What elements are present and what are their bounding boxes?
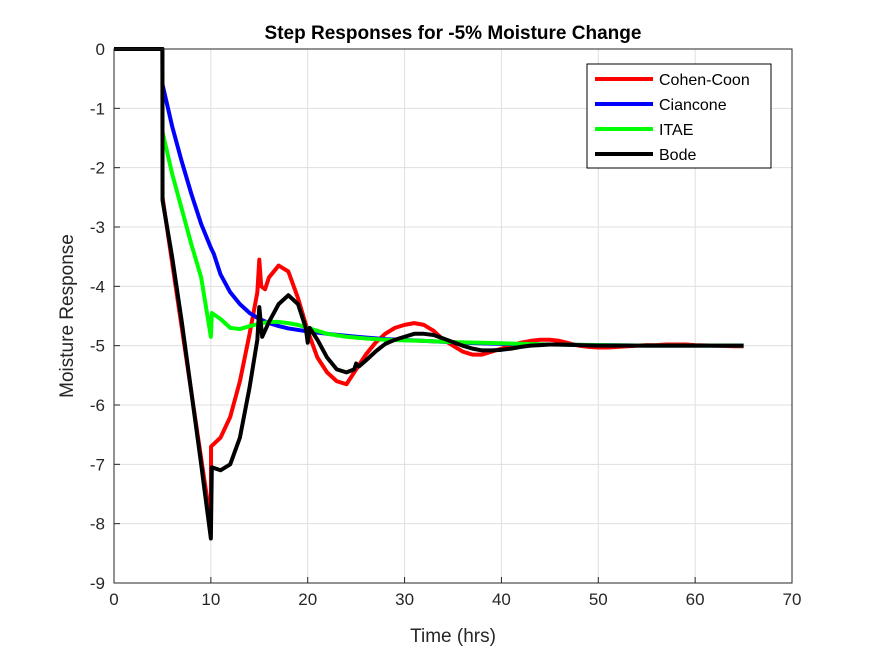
legend-label-cohen-coon: Cohen-Coon bbox=[659, 72, 750, 89]
y-axis-title: Moisture Response bbox=[57, 234, 78, 398]
legend: Cohen-Coon Ciancone ITAE Bode bbox=[586, 63, 772, 169]
y-tick-label: -1 bbox=[90, 99, 105, 118]
y-tick-label: 0 bbox=[96, 40, 105, 59]
legend-box bbox=[586, 63, 772, 169]
x-tick-label: 70 bbox=[783, 590, 802, 609]
x-tick-label: 40 bbox=[492, 590, 511, 609]
series-lines bbox=[114, 47, 744, 541]
chart-title: Step Responses for -5% Moisture Change bbox=[265, 23, 642, 44]
y-tick-label: -3 bbox=[90, 218, 105, 237]
x-tick-label: 60 bbox=[686, 590, 705, 609]
series-line-itae bbox=[114, 47, 744, 348]
x-tick-label: 10 bbox=[201, 590, 220, 609]
y-tick-label: -5 bbox=[90, 337, 105, 356]
series-line-bode bbox=[114, 47, 744, 541]
x-tick-label: 50 bbox=[589, 590, 608, 609]
y-tick-label: -8 bbox=[90, 515, 105, 534]
x-tick-label: 0 bbox=[109, 590, 118, 609]
x-axis-title: Time (hrs) bbox=[410, 626, 496, 647]
y-tick-label: -2 bbox=[90, 159, 105, 178]
x-tick-label: 30 bbox=[395, 590, 414, 609]
y-tick-label: -4 bbox=[90, 277, 105, 296]
y-tick-label: -9 bbox=[90, 574, 105, 593]
axes: 0 10 20 30 40 50 60 70 0 -1 -2 -3 -4 -5 -6 -7 -8 -9 bbox=[90, 40, 802, 609]
legend-label-bode: Bode bbox=[659, 147, 696, 164]
y-tick-label: -7 bbox=[90, 455, 105, 474]
y-tick-label: -6 bbox=[90, 396, 105, 415]
axes-frame bbox=[113, 48, 793, 584]
x-tick-label: 20 bbox=[298, 590, 317, 609]
legend-label-ciancone: Ciancone bbox=[659, 97, 727, 114]
legend-label-itae: ITAE bbox=[659, 122, 693, 139]
